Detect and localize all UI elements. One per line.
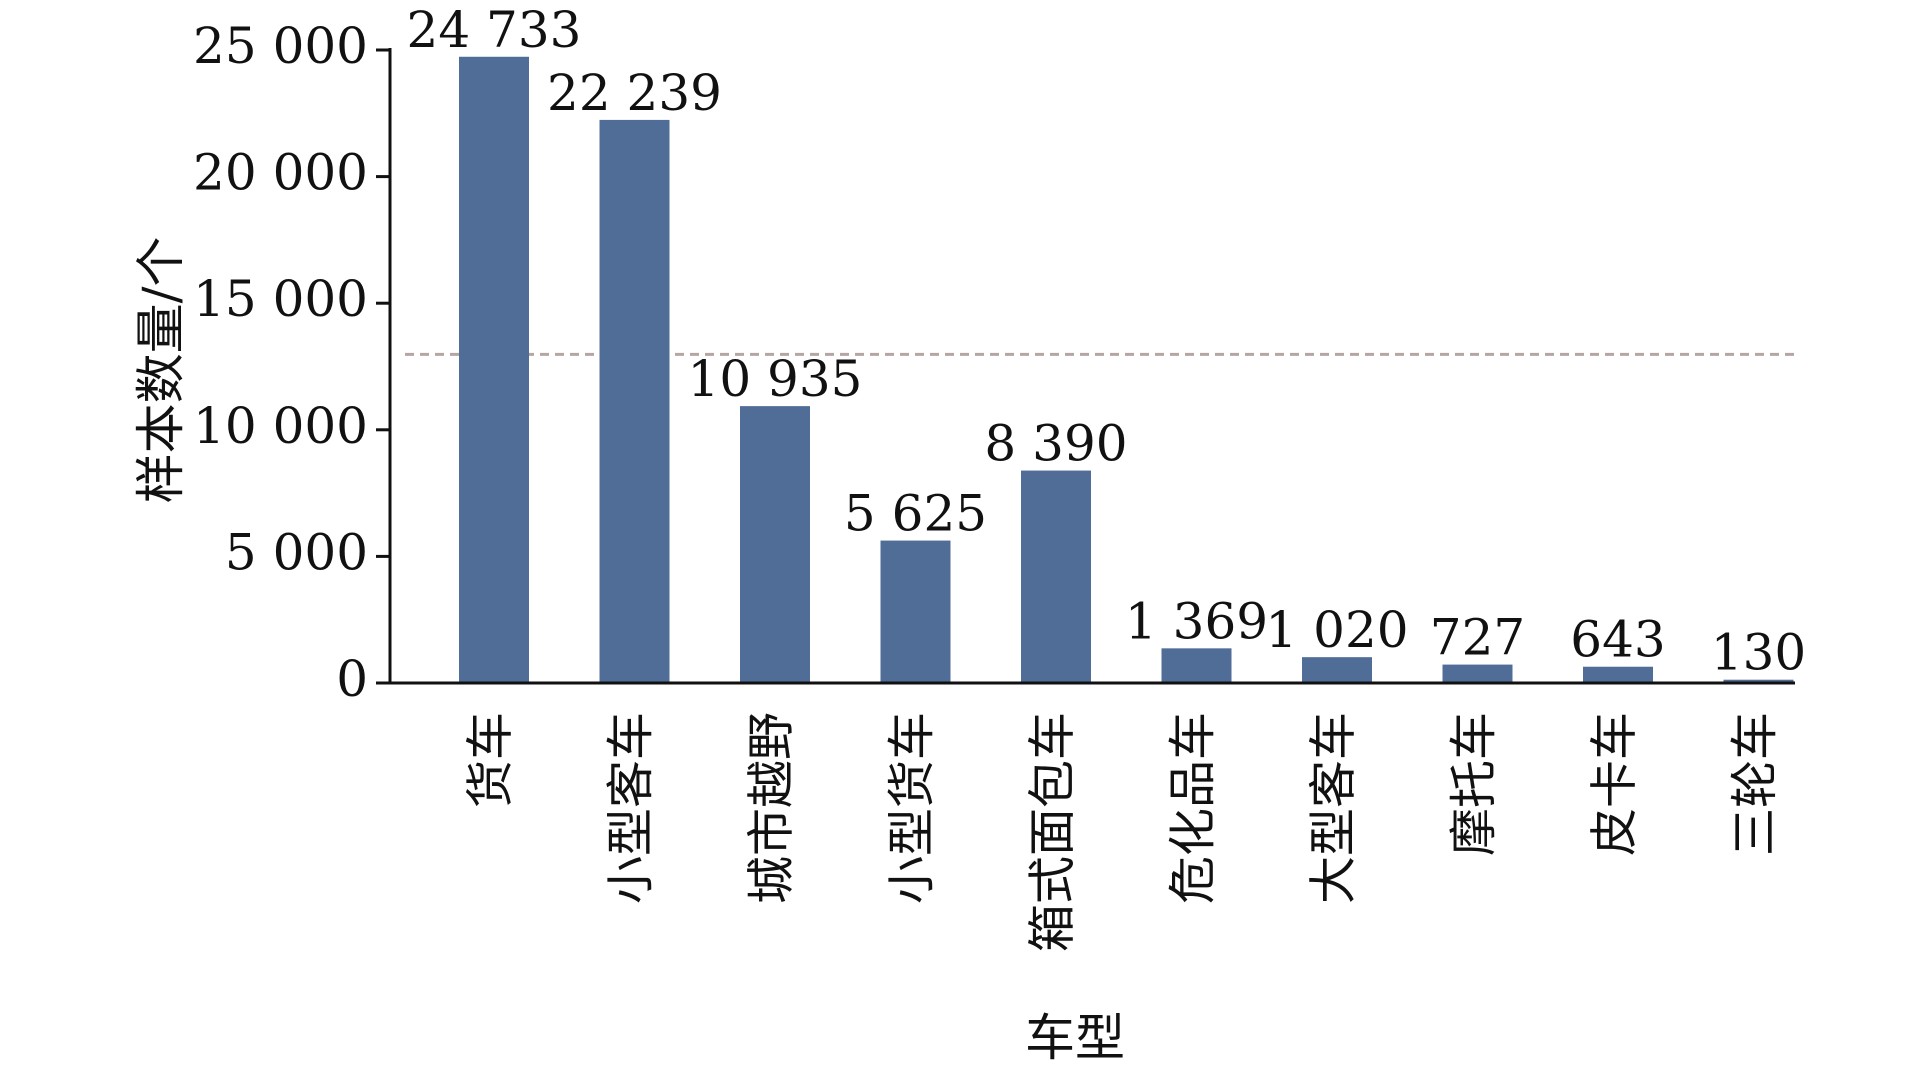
y-tick-label: 25 000 xyxy=(193,17,368,75)
data-label: 1 020 xyxy=(1265,601,1408,659)
data-label: 727 xyxy=(1430,609,1525,667)
data-label: 8 390 xyxy=(984,415,1127,473)
bar xyxy=(1442,664,1513,683)
data-label: 5 625 xyxy=(844,485,987,543)
category-label: 大型客车 xyxy=(1306,712,1362,904)
data-label: 643 xyxy=(1570,611,1665,669)
x-axis-title: 车型 xyxy=(1025,1009,1125,1063)
data-label: 10 935 xyxy=(688,350,863,408)
data-label: 1 369 xyxy=(1125,592,1268,650)
y-tick-label: 20 000 xyxy=(193,144,368,202)
category-label: 箱式面包车 xyxy=(1025,712,1081,952)
bar xyxy=(880,540,951,683)
bar xyxy=(740,406,810,683)
data-label: 130 xyxy=(1711,624,1806,682)
category-label: 皮卡车 xyxy=(1587,712,1643,856)
data-label: 24 733 xyxy=(407,1,582,59)
category-label: 小型客车 xyxy=(603,712,659,904)
category-label: 小型货车 xyxy=(884,712,940,904)
bar xyxy=(1583,666,1653,683)
bar xyxy=(1302,657,1372,683)
category-label: 城市越野 xyxy=(744,712,800,904)
data-label: 22 239 xyxy=(547,64,722,122)
category-label: 摩托车 xyxy=(1446,712,1502,856)
y-tick-label: 0 xyxy=(336,650,368,708)
category-label: 三轮车 xyxy=(1727,712,1783,856)
bar xyxy=(1161,648,1232,683)
bar xyxy=(1723,679,1794,683)
y-tick-label: 5 000 xyxy=(225,523,368,581)
y-tick-label: 10 000 xyxy=(193,397,368,455)
bar xyxy=(459,56,529,684)
y-axis-title: 样本数量/个 xyxy=(132,237,190,504)
category-label: 危化品车 xyxy=(1165,712,1221,904)
category-label: 货车 xyxy=(463,712,519,808)
y-tick-label: 15 000 xyxy=(193,270,368,328)
bar xyxy=(1021,470,1091,683)
bar xyxy=(599,119,670,684)
